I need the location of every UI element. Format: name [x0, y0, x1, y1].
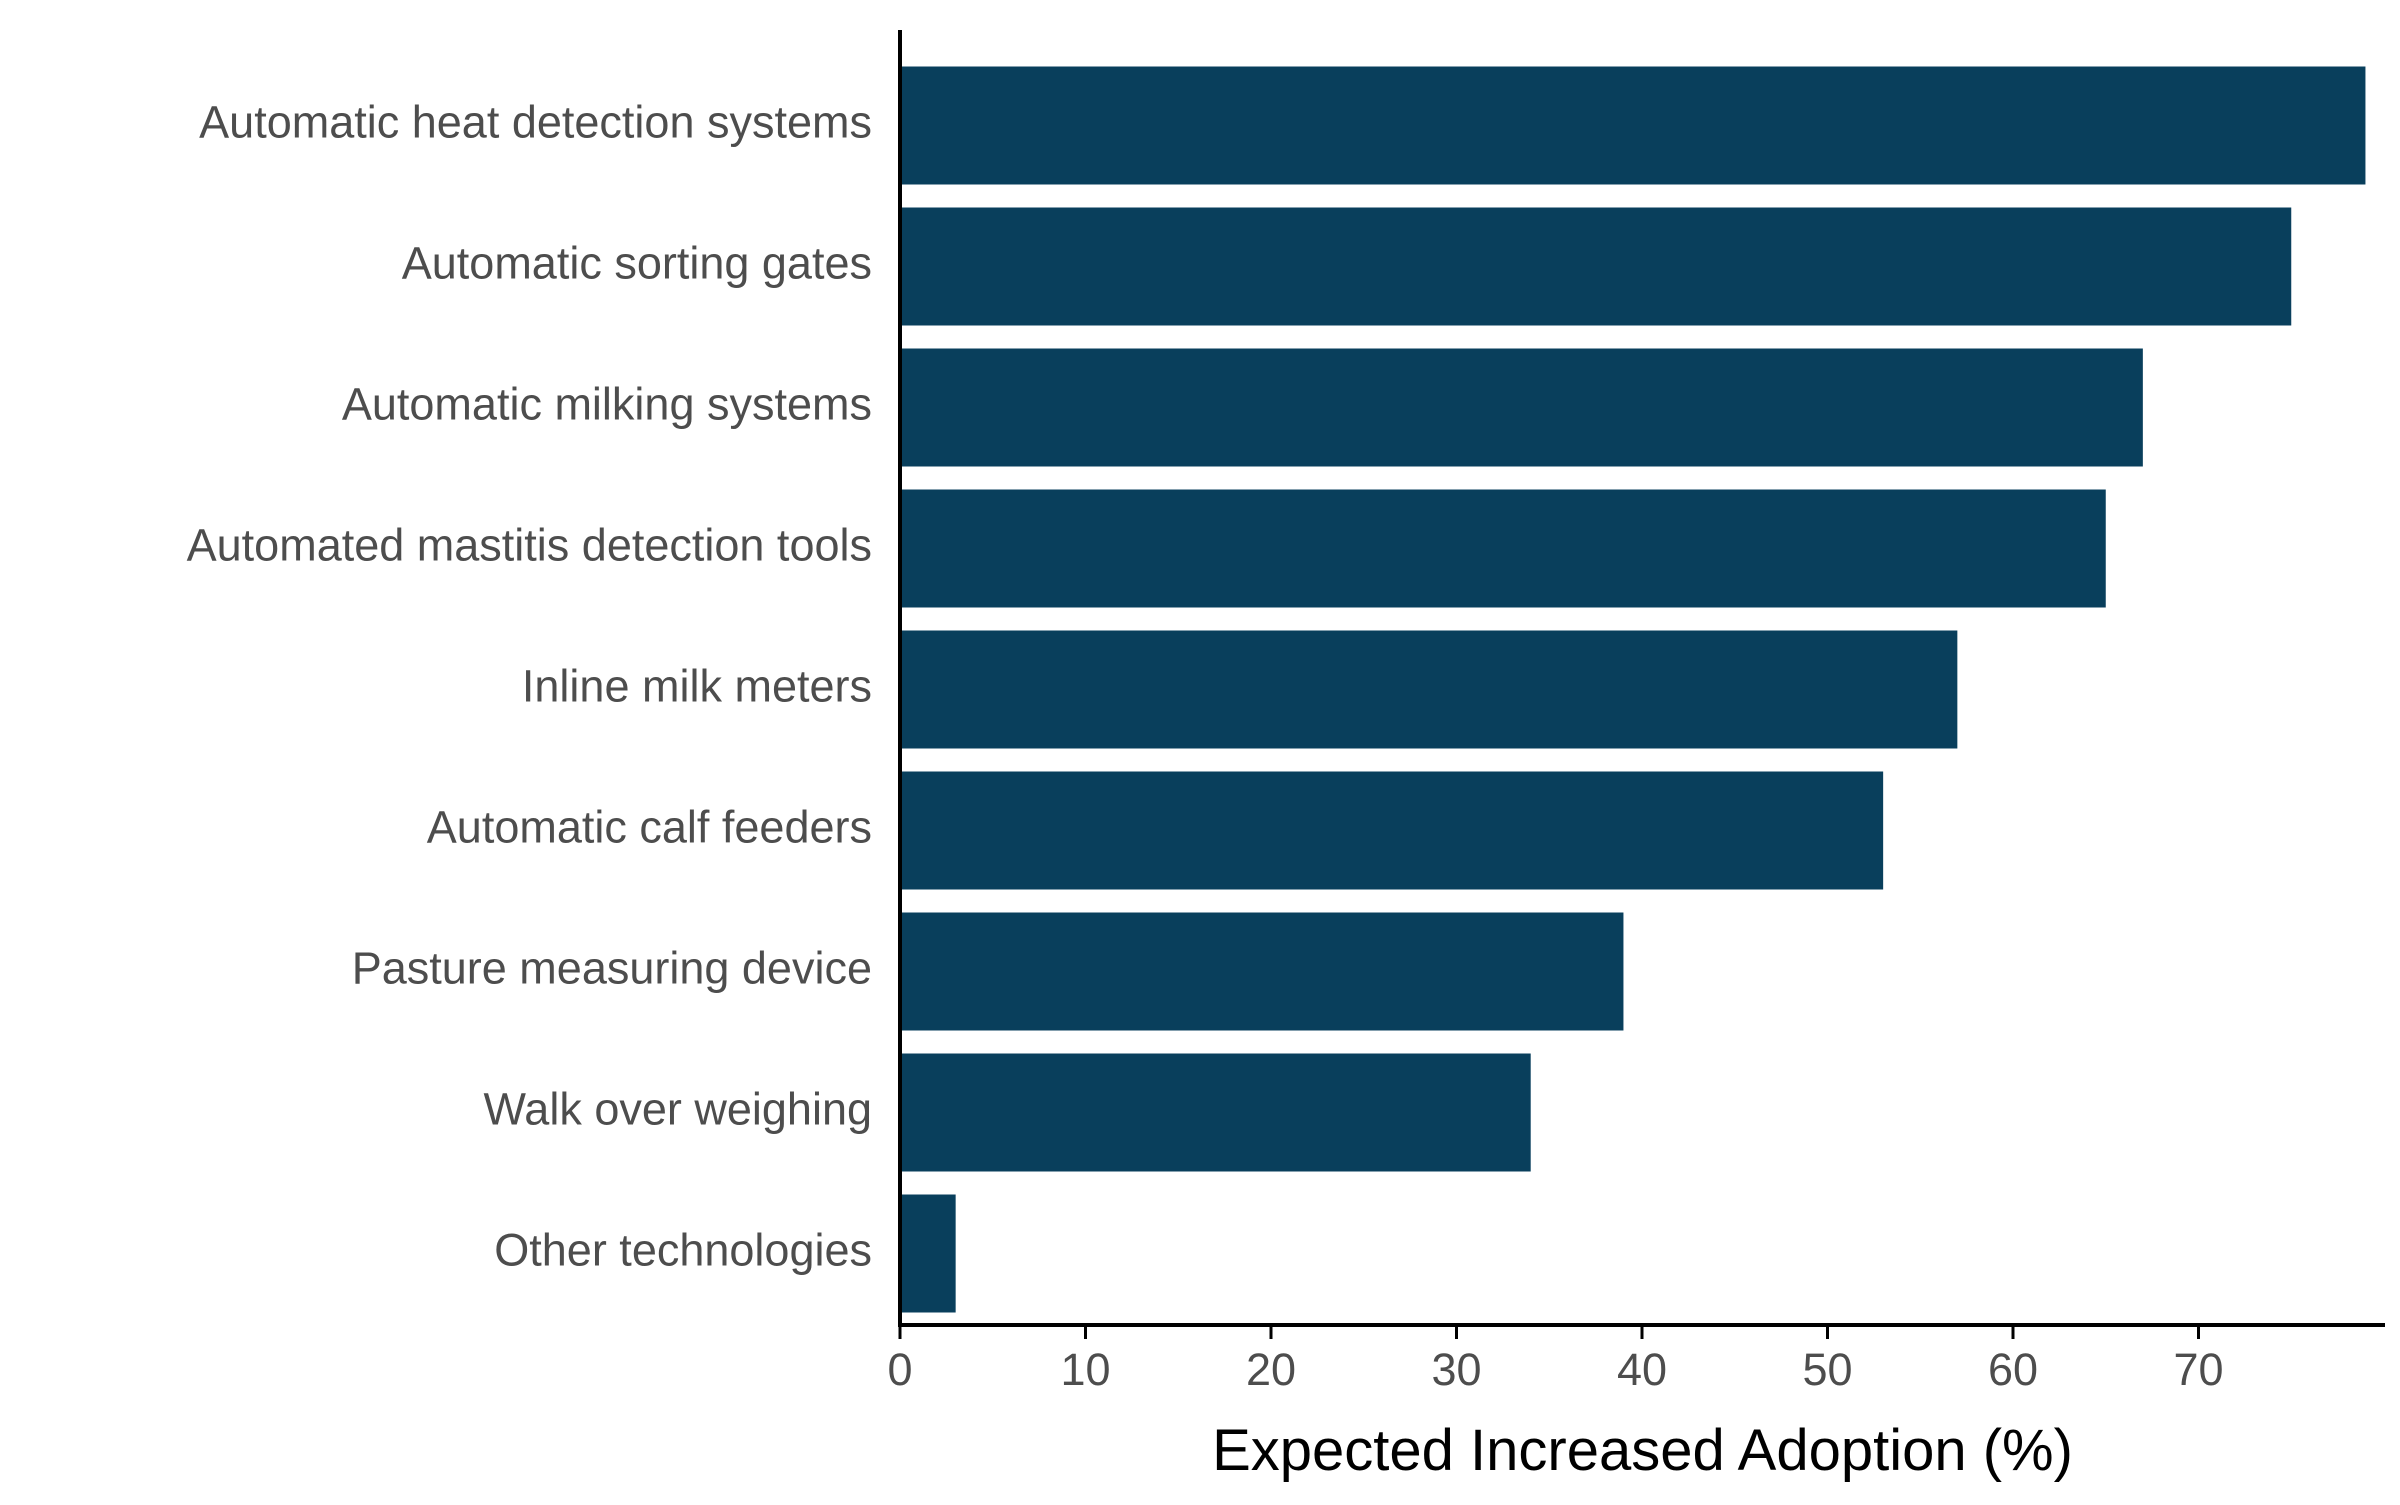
- bar-8: [900, 1194, 956, 1313]
- bar-4: [900, 630, 1958, 749]
- bars-layer: [900, 66, 2366, 1313]
- bar-1: [900, 207, 2292, 326]
- category-label-4: Inline milk meters: [522, 660, 872, 711]
- x-tick-label-1: 10: [1060, 1344, 1110, 1395]
- category-label-3: Automated mastitis detection tools: [187, 519, 872, 570]
- category-label-5: Automatic calf feeders: [427, 801, 872, 852]
- category-label-2: Automatic milking systems: [342, 378, 872, 429]
- x-tick-label-7: 70: [2173, 1344, 2223, 1395]
- category-label-8: Other technologies: [494, 1224, 872, 1275]
- bar-3: [900, 489, 2106, 608]
- bar-2: [900, 348, 2143, 467]
- x-axis-ticks: 0 10 20 30 40 50 60 70: [887, 1325, 2224, 1395]
- category-label-0: Automatic heat detection systems: [199, 96, 872, 147]
- x-tick-label-3: 30: [1431, 1344, 1481, 1395]
- category-label-1: Automatic sorting gates: [402, 237, 872, 288]
- category-label-6: Pasture measuring device: [352, 942, 872, 993]
- x-axis-title: Expected Increased Adoption (%): [1212, 1418, 2073, 1483]
- x-tick-label-0: 0: [887, 1344, 912, 1395]
- x-tick-label-4: 40: [1617, 1344, 1667, 1395]
- bar-0: [900, 66, 2366, 185]
- x-tick-label-2: 20: [1246, 1344, 1296, 1395]
- bar-6: [900, 912, 1624, 1031]
- category-label-7: Walk over weighing: [484, 1083, 873, 1134]
- bar-5: [900, 771, 1884, 890]
- x-tick-label-5: 50: [1802, 1344, 1852, 1395]
- x-tick-label-6: 60: [1988, 1344, 2038, 1395]
- bar-7: [900, 1053, 1531, 1172]
- category-labels: Automatic heat detection systems Automati…: [187, 96, 872, 1275]
